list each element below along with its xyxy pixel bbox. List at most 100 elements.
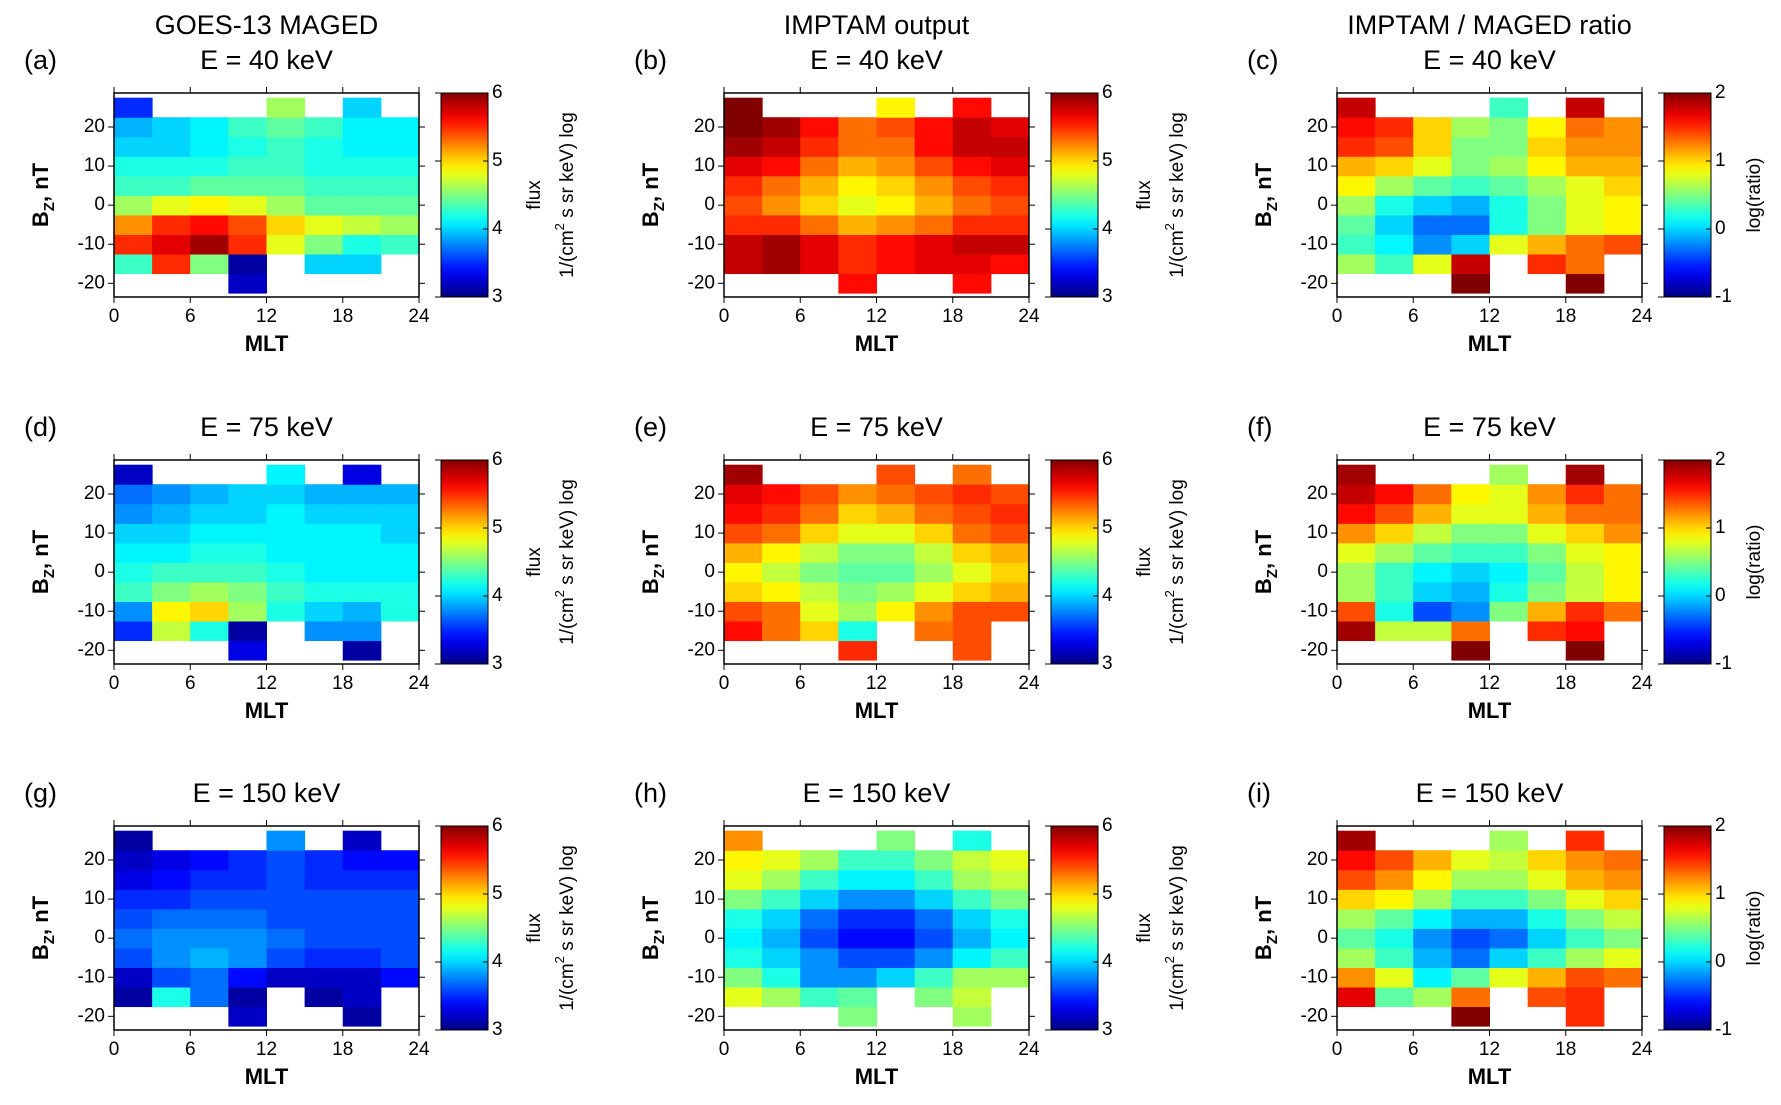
heatmap-cell xyxy=(1337,967,1376,988)
heatmap-cell xyxy=(1603,967,1643,988)
heatmap-cell xyxy=(1337,523,1376,544)
heatmap-cell xyxy=(228,601,267,622)
heatmap-cell xyxy=(1527,621,1567,642)
x-tick-label: 24 xyxy=(408,673,430,694)
heatmap-cell xyxy=(1489,175,1529,196)
heatmap-cell xyxy=(380,156,420,177)
heatmap-cell xyxy=(876,214,916,235)
colorbar-label-part: flux xyxy=(524,547,545,577)
heatmap-cell xyxy=(1375,234,1414,255)
heatmap-cell xyxy=(380,117,420,138)
heatmap-cell xyxy=(952,542,992,563)
heatmap-cell xyxy=(762,195,801,216)
heatmap-cell xyxy=(724,156,763,177)
heatmap-cell xyxy=(190,562,229,583)
x-tick-label: 18 xyxy=(942,306,963,327)
heatmap-cell xyxy=(114,562,153,583)
heatmap-cell xyxy=(1565,947,1605,968)
heatmap-cell xyxy=(1451,889,1490,910)
heatmap-cell xyxy=(304,136,344,157)
heatmap-cell xyxy=(762,523,801,544)
heatmap-cell xyxy=(724,234,763,255)
heatmap-cell xyxy=(342,581,382,602)
colorbar-label-part: 1/(cm xyxy=(1167,963,1188,1011)
heatmap-cell xyxy=(1527,967,1567,988)
heatmap-cell xyxy=(990,869,1030,890)
heatmap-cell xyxy=(1527,523,1567,544)
heatmap-cell xyxy=(1375,523,1414,544)
heatmap-cell xyxy=(380,542,420,563)
heatmap-cell xyxy=(724,830,763,851)
heatmap-cell xyxy=(1565,542,1605,563)
heatmap-cell xyxy=(876,484,916,505)
heatmap-cell xyxy=(266,484,306,505)
colorbar-label-part: log(ratio) xyxy=(1744,891,1765,966)
y-axis-label-part: Z xyxy=(651,569,668,578)
heatmap-cell xyxy=(800,156,839,177)
heatmap-cell xyxy=(952,97,992,118)
x-tick-label: 18 xyxy=(332,673,353,694)
heatmap-cell xyxy=(914,214,954,235)
heatmap-cell xyxy=(876,175,916,196)
heatmap-cell xyxy=(1413,523,1452,544)
x-axis-label: MLT xyxy=(245,1064,289,1089)
heatmap-cell xyxy=(266,523,306,544)
heatmap-cell xyxy=(762,503,801,524)
y-axis-label: BZ, nT xyxy=(638,529,669,594)
colorbar-label-part: log(ratio) xyxy=(1744,525,1765,600)
heatmap-cell xyxy=(304,175,344,196)
y-axis-label-part: Z xyxy=(651,935,668,944)
y-tick-label: 20 xyxy=(694,116,715,137)
heatmap-cell xyxy=(152,234,191,255)
heatmap-cell xyxy=(342,621,382,642)
heatmap-cell xyxy=(114,97,153,118)
colorbar-label-part: flux xyxy=(1134,180,1155,210)
x-tick-label: 0 xyxy=(1332,306,1343,327)
x-tick-label: 6 xyxy=(1408,673,1419,694)
heatmap-cell xyxy=(1565,869,1605,890)
panel-title: E = 40 keV xyxy=(810,45,943,75)
colorbar-tick-label: -1 xyxy=(1715,653,1732,674)
heatmap-cell xyxy=(724,254,763,275)
colorbar-label-part: 2 xyxy=(1162,956,1177,963)
x-tick-label: 0 xyxy=(719,306,730,327)
heatmap-cell xyxy=(152,175,191,196)
heatmap-cell xyxy=(1527,928,1567,949)
heatmap-cell xyxy=(266,581,306,602)
colorbar-label: 1/(cm2 s sr keV) log xyxy=(552,845,578,1011)
colorbar-tick-label: 3 xyxy=(492,286,503,307)
heatmap-cell xyxy=(1451,967,1490,988)
y-tick-label: 10 xyxy=(1307,522,1328,543)
heatmap-cell xyxy=(838,869,877,890)
heatmap-cell xyxy=(190,928,229,949)
heatmap-cell xyxy=(1489,850,1529,871)
heatmap-cell xyxy=(1413,175,1452,196)
x-tick-label: 24 xyxy=(1018,306,1040,327)
heatmap-cell xyxy=(838,273,877,294)
y-tick-label: -20 xyxy=(78,639,105,660)
x-tick-label: 12 xyxy=(1479,306,1500,327)
heatmap-cell xyxy=(952,947,992,968)
heatmap-cell xyxy=(838,562,877,583)
heatmap-cell xyxy=(724,601,763,622)
heatmap-cell xyxy=(762,214,801,235)
heatmap-cell xyxy=(342,254,382,275)
heatmap-cell xyxy=(1337,601,1376,622)
heatmap-cell xyxy=(724,195,763,216)
heatmap-cell xyxy=(1375,136,1414,157)
heatmap-cell xyxy=(876,523,916,544)
heatmap-cell xyxy=(838,1006,877,1027)
heatmap-cell xyxy=(990,850,1030,871)
heatmap-cell xyxy=(114,947,153,968)
heatmap-cell xyxy=(762,621,801,642)
heatmap-cell xyxy=(876,464,916,485)
heatmap-cell xyxy=(190,503,229,524)
heatmap-cell xyxy=(266,562,306,583)
heatmap-cell xyxy=(190,117,229,138)
heatmap-cell xyxy=(1337,234,1376,255)
heatmap-cell xyxy=(1451,136,1490,157)
heatmap-cell xyxy=(304,117,344,138)
colorbar-label-part: s sr keV) log xyxy=(557,479,578,590)
heatmap-cell xyxy=(152,484,191,505)
heatmap-cell xyxy=(876,830,916,851)
